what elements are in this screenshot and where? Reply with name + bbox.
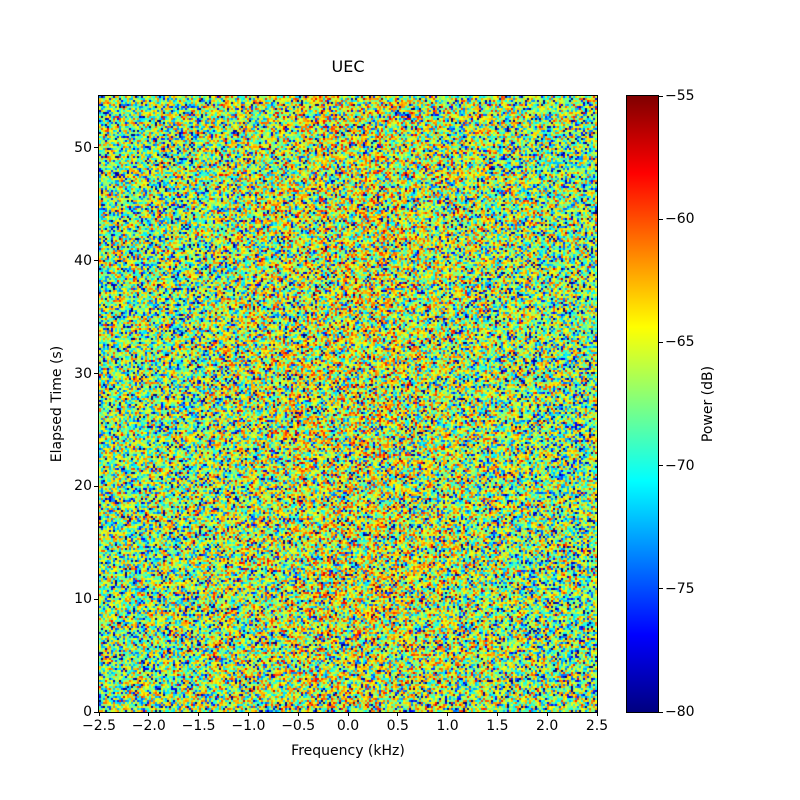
y-axis-label: Elapsed Time (s) bbox=[49, 345, 65, 463]
heatmap-image bbox=[99, 96, 597, 712]
y-tick-label: 0 bbox=[83, 704, 92, 720]
colorbar-tick-label: −65 bbox=[665, 334, 695, 351]
colorbar-tick-mark bbox=[659, 465, 663, 467]
y-tick-mark bbox=[94, 147, 98, 149]
colorbar-tick-mark bbox=[659, 95, 663, 97]
colorbar-gradient bbox=[627, 96, 658, 712]
x-tick-label: 2.0 bbox=[536, 718, 559, 734]
x-tick-mark bbox=[347, 712, 349, 716]
x-tick-mark bbox=[297, 712, 299, 716]
x-tick-mark bbox=[247, 712, 249, 716]
x-tick-label: 2.5 bbox=[585, 718, 609, 734]
x-tick-label: −1.5 bbox=[181, 718, 216, 734]
y-tick-label: 20 bbox=[74, 478, 92, 495]
x-tick-mark bbox=[447, 712, 449, 716]
x-tick-label: 0.5 bbox=[386, 718, 409, 734]
plot-title: UEC bbox=[331, 56, 365, 76]
colorbar bbox=[626, 95, 659, 713]
colorbar-tick-mark bbox=[659, 341, 663, 343]
x-tick-mark bbox=[596, 712, 598, 716]
y-tick-label: 50 bbox=[74, 139, 92, 156]
heatmap-plot-area bbox=[98, 95, 598, 713]
y-tick-label: 10 bbox=[74, 591, 92, 608]
y-tick-mark bbox=[94, 373, 98, 375]
y-tick-mark bbox=[94, 260, 98, 262]
x-tick-mark bbox=[198, 712, 200, 716]
x-tick-label: −0.5 bbox=[281, 718, 316, 734]
x-tick-label: 1.0 bbox=[436, 718, 459, 734]
y-tick-mark bbox=[94, 711, 98, 713]
colorbar-tick-label: −80 bbox=[665, 704, 695, 720]
x-tick-mark bbox=[148, 712, 150, 716]
x-tick-label: −2.0 bbox=[131, 718, 166, 734]
colorbar-tick-mark bbox=[659, 588, 663, 590]
x-tick-label: −2.5 bbox=[82, 718, 116, 734]
colorbar-tick-mark bbox=[659, 218, 663, 220]
x-tick-label: 0.0 bbox=[336, 718, 360, 734]
colorbar-tick-label: −75 bbox=[665, 580, 695, 597]
y-tick-mark bbox=[94, 485, 98, 487]
x-tick-mark bbox=[496, 712, 498, 716]
colorbar-tick-label: −60 bbox=[665, 211, 695, 228]
x-tick-mark bbox=[98, 712, 100, 716]
x-axis-label: Frequency (kHz) bbox=[291, 743, 405, 759]
x-tick-mark bbox=[546, 712, 548, 716]
y-tick-label: 40 bbox=[74, 252, 92, 269]
colorbar-tick-label: −55 bbox=[665, 88, 695, 104]
x-tick-mark bbox=[397, 712, 399, 716]
y-tick-label: 30 bbox=[74, 365, 92, 382]
colorbar-label: Power (dB) bbox=[700, 365, 716, 443]
x-tick-label: 1.5 bbox=[486, 718, 509, 734]
colorbar-tick-label: −70 bbox=[665, 457, 695, 474]
x-tick-label: −1.0 bbox=[231, 718, 266, 734]
colorbar-tick-mark bbox=[659, 711, 663, 713]
y-tick-mark bbox=[94, 598, 98, 600]
